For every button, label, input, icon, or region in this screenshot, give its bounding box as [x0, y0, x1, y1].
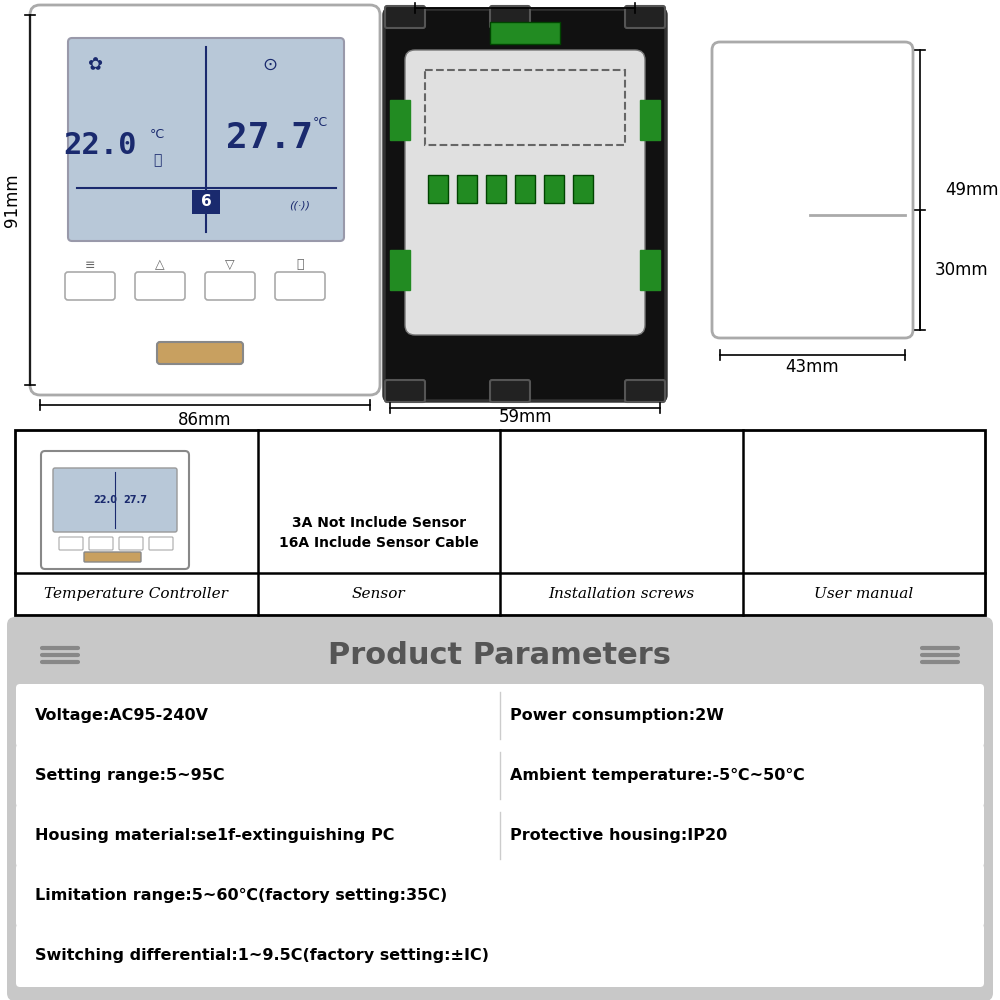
Text: 22.0: 22.0 — [63, 130, 137, 159]
Text: ✿: ✿ — [87, 56, 103, 74]
FancyBboxPatch shape — [384, 9, 666, 401]
Text: ᯥ: ᯥ — [153, 153, 161, 167]
Text: 6: 6 — [201, 194, 211, 210]
Text: ⊙: ⊙ — [262, 56, 278, 74]
FancyBboxPatch shape — [16, 684, 984, 747]
Bar — [390, 250, 410, 290]
FancyBboxPatch shape — [41, 451, 189, 569]
Bar — [390, 100, 410, 140]
Text: Installation screws: Installation screws — [548, 587, 694, 601]
Text: Product Parameters: Product Parameters — [328, 641, 672, 670]
FancyBboxPatch shape — [16, 804, 984, 867]
Text: Switching differential:1~9.5C(factory setting:±IC): Switching differential:1~9.5C(factory se… — [35, 948, 489, 963]
FancyBboxPatch shape — [59, 537, 83, 550]
FancyBboxPatch shape — [135, 272, 185, 300]
FancyBboxPatch shape — [490, 380, 530, 402]
FancyBboxPatch shape — [68, 38, 344, 241]
Text: Power consumption:2W: Power consumption:2W — [510, 708, 724, 723]
FancyBboxPatch shape — [16, 864, 984, 927]
Text: ((·)): ((·)) — [290, 200, 310, 210]
FancyBboxPatch shape — [712, 42, 913, 338]
Bar — [15, 430, 985, 615]
FancyBboxPatch shape — [385, 6, 425, 28]
Text: ⏻: ⏻ — [296, 258, 304, 271]
FancyBboxPatch shape — [385, 380, 425, 402]
FancyBboxPatch shape — [205, 272, 255, 300]
Text: Housing material:se1f-extinguishing PC: Housing material:se1f-extinguishing PC — [35, 828, 394, 843]
Text: °C: °C — [149, 128, 165, 141]
Bar — [573, 175, 593, 203]
Bar — [490, 22, 560, 44]
Text: 59mm: 59mm — [498, 408, 552, 426]
Text: 22.0: 22.0 — [93, 495, 117, 505]
FancyBboxPatch shape — [30, 5, 380, 395]
Bar — [640, 250, 660, 290]
FancyBboxPatch shape — [16, 924, 984, 987]
FancyBboxPatch shape — [84, 552, 141, 562]
FancyBboxPatch shape — [192, 190, 220, 214]
Text: Protective housing:IP20: Protective housing:IP20 — [510, 828, 727, 843]
Text: Voltage:AC95-240V: Voltage:AC95-240V — [35, 708, 209, 723]
FancyBboxPatch shape — [405, 50, 645, 335]
FancyBboxPatch shape — [119, 537, 143, 550]
Bar — [457, 175, 477, 203]
FancyBboxPatch shape — [275, 272, 325, 300]
Text: △: △ — [155, 258, 165, 271]
Text: 43mm: 43mm — [785, 358, 839, 376]
Text: ▽: ▽ — [225, 258, 235, 271]
FancyBboxPatch shape — [149, 537, 173, 550]
Bar — [428, 175, 448, 203]
FancyBboxPatch shape — [65, 272, 115, 300]
FancyBboxPatch shape — [157, 342, 243, 364]
Text: 49mm: 49mm — [945, 181, 998, 199]
FancyBboxPatch shape — [625, 380, 665, 402]
Text: 91mm: 91mm — [3, 173, 21, 227]
Text: °C: °C — [312, 115, 328, 128]
Text: 27.7: 27.7 — [123, 495, 147, 505]
Text: Setting range:5~95C: Setting range:5~95C — [35, 768, 225, 783]
Text: 3A Not Include Sensor
16A Include Sensor Cable: 3A Not Include Sensor 16A Include Sensor… — [279, 516, 479, 550]
Bar — [515, 175, 535, 203]
FancyBboxPatch shape — [16, 744, 984, 807]
FancyBboxPatch shape — [490, 6, 530, 28]
FancyBboxPatch shape — [53, 468, 177, 532]
Text: Temperature Controller: Temperature Controller — [44, 587, 228, 601]
Text: User manual: User manual — [814, 587, 913, 601]
FancyBboxPatch shape — [625, 6, 665, 28]
Bar — [425, 70, 625, 145]
Text: ≡: ≡ — [85, 258, 95, 271]
Bar — [544, 175, 564, 203]
Text: 30mm: 30mm — [935, 261, 989, 279]
Text: Sensor: Sensor — [352, 587, 406, 601]
Text: Ambient temperature:-5℃~50℃: Ambient temperature:-5℃~50℃ — [510, 768, 805, 783]
Text: 27.7: 27.7 — [226, 121, 314, 155]
Text: Limitation range:5~60℃(factory setting:35C): Limitation range:5~60℃(factory setting:3… — [35, 888, 447, 903]
Bar — [640, 100, 660, 140]
Bar — [486, 175, 506, 203]
Text: 86mm: 86mm — [178, 411, 232, 429]
FancyBboxPatch shape — [89, 537, 113, 550]
FancyBboxPatch shape — [7, 617, 993, 1000]
